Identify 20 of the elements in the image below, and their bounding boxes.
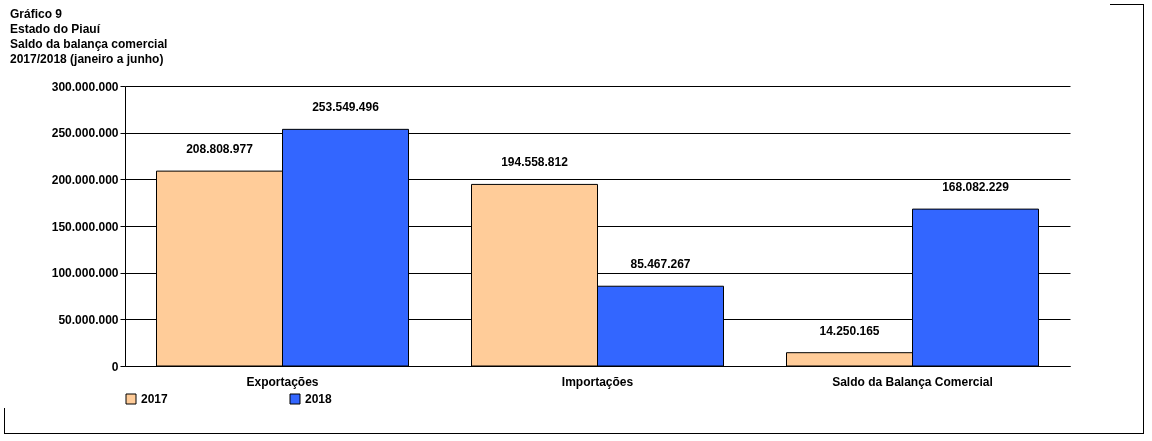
- data-label: 253.549.496: [312, 100, 380, 115]
- data-label: 194.558.812: [501, 155, 569, 170]
- legend-label: 2018: [305, 392, 333, 406]
- legend-label: 2017: [141, 392, 169, 406]
- data-label: 85.467.267: [630, 257, 691, 272]
- data-label: 14.250.165: [819, 323, 880, 338]
- chart-subtitle: Estado do Piauí Saldo da balança comercial 2017/2018 (janeiro a junho): [10, 22, 168, 66]
- y-tick-label: 0: [111, 359, 119, 374]
- x-tick-label: Saldo da Balança Comercial: [832, 374, 993, 389]
- y-tick-label: 200.000.000: [51, 172, 119, 187]
- data-label: 208.808.977: [186, 142, 254, 157]
- data-label: 168.082.229: [942, 180, 1010, 195]
- x-tick-label: Importações: [561, 374, 634, 389]
- y-tick-label: 300.000.000: [51, 79, 119, 94]
- chart-title: Gráfico 9: [10, 7, 63, 21]
- y-tick-label: 250.000.000: [51, 126, 119, 141]
- y-tick-label: 50.000.000: [58, 312, 119, 327]
- y-tick-label: 100.000.000: [51, 266, 119, 281]
- x-tick-label: Exportações: [246, 374, 319, 389]
- y-tick-label: 150.000.000: [51, 219, 119, 234]
